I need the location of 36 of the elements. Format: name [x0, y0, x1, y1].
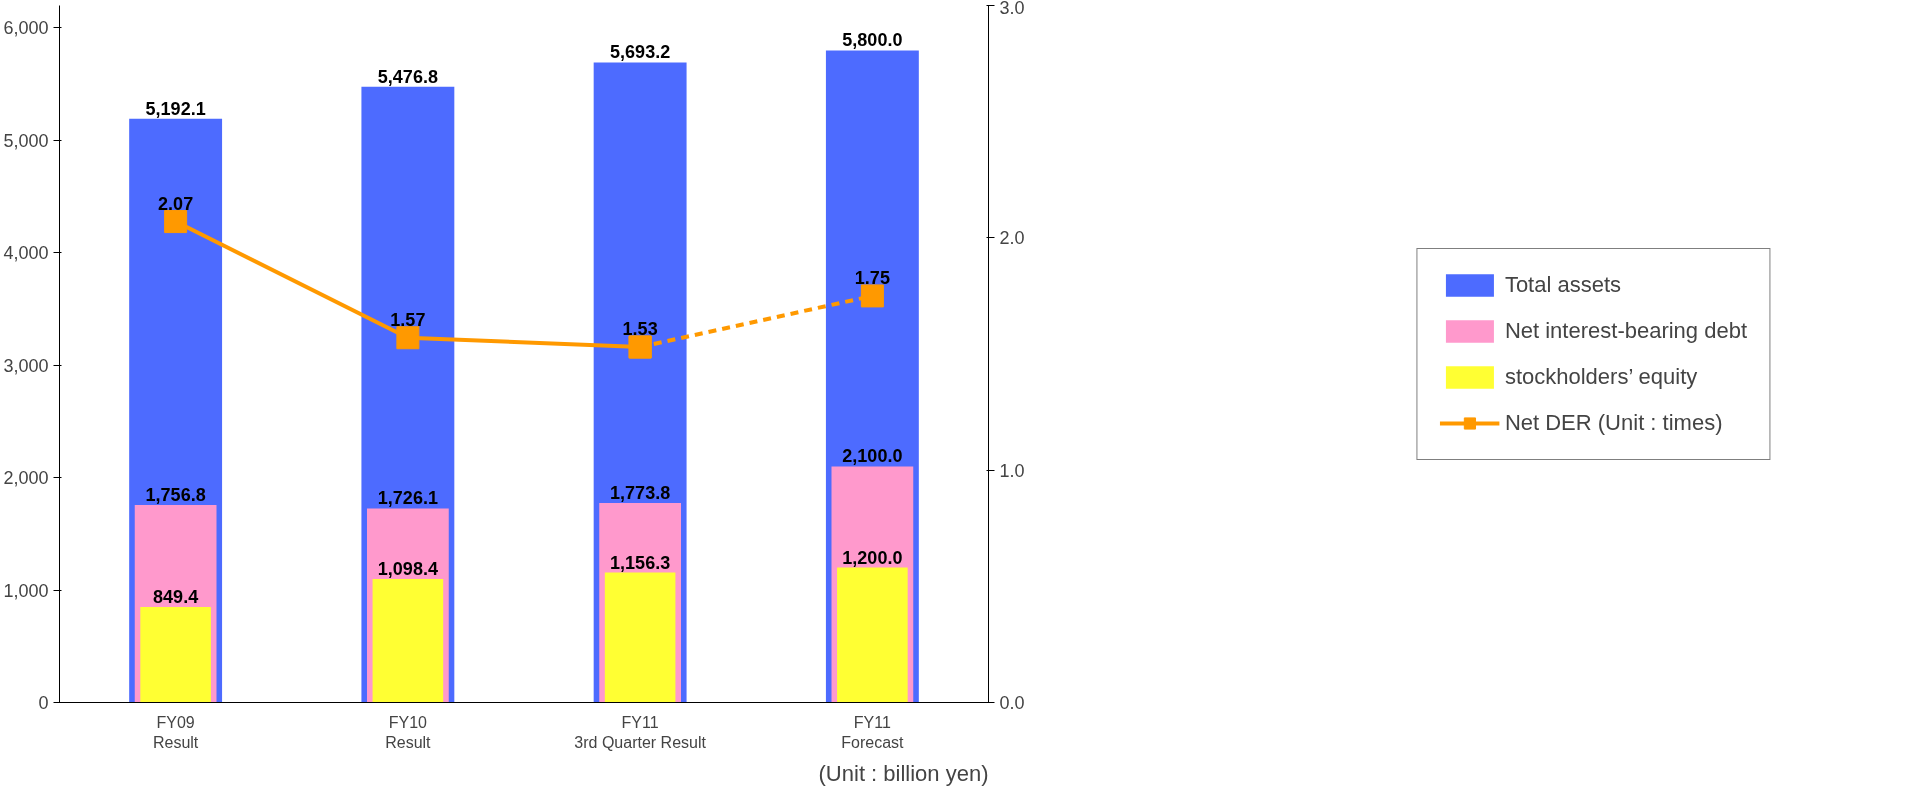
- data-label: 1.75: [854, 267, 890, 288]
- text: (Unit : billion yen): [818, 760, 989, 786]
- data-label: 5,476.8: [377, 66, 438, 87]
- data-label: 849.4: [153, 587, 199, 608]
- data-label: 5,800.0: [842, 30, 903, 51]
- data-label: 1.53: [622, 319, 658, 340]
- y-tick-label: 1,000: [3, 580, 49, 601]
- legend-label: Net DER (Unit : times): [1504, 409, 1723, 436]
- data-label: 1.57: [390, 309, 426, 330]
- legend-label: stockholders’ equity: [1504, 363, 1698, 390]
- data-label: 2.07: [158, 193, 194, 214]
- y-tick-label: 6,000: [3, 18, 49, 39]
- y2-tick-label: 2.0: [999, 228, 1025, 249]
- y-tick-label: 3,000: [3, 355, 49, 376]
- x-tick-label: FY10 Result: [385, 713, 432, 751]
- x-tick-label: FY11 3rd Quarter Result: [574, 713, 707, 751]
- y-tick-label: 2,000: [3, 468, 49, 489]
- legend-label: Net interest-bearing debt: [1504, 317, 1748, 344]
- data-label: 1,098.4: [377, 559, 438, 580]
- y-tick-label: 0: [38, 693, 49, 713]
- y2-tick-label: 1.0: [999, 460, 1025, 481]
- data-label: 1,756.8: [145, 485, 206, 505]
- x-tick-label: FY11 Forecast: [841, 713, 905, 751]
- data-label: 1,156.3: [610, 552, 671, 573]
- y2-tick-label: 0.0: [999, 693, 1025, 713]
- data-label: 1,726.1: [377, 488, 438, 509]
- data-label: 1,200.0: [842, 547, 903, 568]
- data-label: 5,192.1: [145, 98, 206, 119]
- data-label: 1,773.8: [610, 483, 671, 504]
- y2-tick-label: 3.0: [999, 0, 1025, 18]
- y-tick-label: 4,000: [3, 243, 49, 264]
- legend-label: Total assets: [1504, 271, 1622, 298]
- data-label: 5,693.2: [610, 42, 671, 63]
- data-label: 2,100.0: [842, 446, 903, 467]
- x-tick-label: FY09 Result: [152, 713, 199, 751]
- y-tick-label: 5,000: [3, 130, 49, 151]
